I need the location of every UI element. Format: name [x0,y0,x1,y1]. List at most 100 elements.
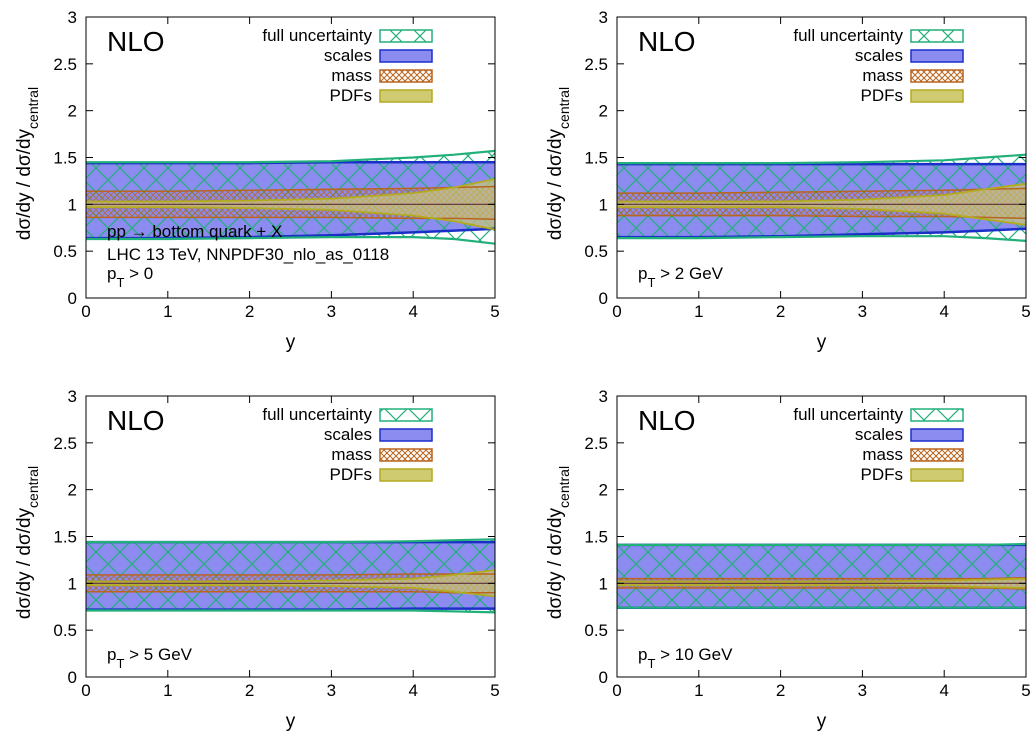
plot-frame [616,16,1027,299]
full-uncertainty-band [617,544,1026,608]
pt-cut-label: pT > 5 GeV [107,645,193,671]
y-tick-label: 0 [68,668,77,687]
pdf-upper-line [86,178,495,203]
y-tick-label: 3 [68,387,77,406]
x-tick-label: 2 [245,302,254,321]
chart-panel-4: 0 1 2 3 4 5 0 0.5 1 1.5 2 2.5 3 y dσ/dy / dσ/dycentral… [545,387,1031,732]
x-tick-label: 2 [776,302,785,321]
y-axis-label: dσ/dy / dσ/dycentral [14,87,41,240]
legend-pdfs-key [379,468,433,482]
legend-scales-key [910,49,964,63]
legend-scales-label: scales [855,425,903,444]
y-tick-label: 2 [68,481,77,500]
x-tick-label: 1 [163,302,172,321]
y-axis-label: dσ/dy / dσ/dycentral [545,87,572,240]
pdf-upper-line [86,569,495,583]
x-tick-label: 0 [612,681,621,700]
x-axis-label: y [817,332,827,353]
legend-full-uncertainty-key [910,408,964,422]
y-tick-label: 1.5 [584,528,608,547]
legend-scales-label: scales [324,46,372,65]
legend-mass-key [910,448,964,462]
mass-upper-line [617,576,1026,580]
y-tick-label: 2 [599,481,608,500]
y-tick-label: 0 [68,289,77,308]
x-tick-label: 2 [245,681,254,700]
x-tick-label: 5 [1021,302,1030,321]
legend-mass-key [379,69,433,83]
x-tick-label: 3 [327,302,336,321]
y-tick-label: 3 [599,387,608,406]
full-upper-line [86,149,495,164]
x-tick-label: 5 [1021,681,1030,700]
chart-panel-3: 0 1 2 3 4 5 0 0.5 1 1.5 2 2.5 3 y dσ/dy / dσ/dycentral… [14,387,500,732]
y-axis-label: dσ/dy / dσ/dycentral [545,466,572,619]
legend-pdfs-key [910,89,964,103]
order-label: NLO [638,405,696,436]
pt-cut-label: pT > 10 GeV [638,645,733,671]
y-tick-label: 2.5 [53,434,77,453]
legend-full-uncertainty-key [910,29,964,43]
x-tick-label: 1 [694,302,703,321]
full-lower-line [86,236,495,245]
pdf-lower-line [617,206,1026,226]
pdf-upper-line [617,182,1026,203]
chart-panel-2: 0 1 2 3 4 5 0 0.5 1 1.5 2 2.5 3 y dσ/dy / dσ/dycentral… [545,8,1031,353]
panels-group: 0 1 2 3 4 5 0 0.5 1 1.5 2 2.5 3 y dσ/dy / dσ/dycentral… [14,8,1031,732]
full-upper-line [617,542,1026,546]
legend-pdfs-label: PDFs [330,465,373,484]
y-tick-label: 0.5 [584,621,608,640]
y-tick-label: 1.5 [53,149,77,168]
setup-label: LHC 13 TeV, NNPDF30_nlo_as_0118 [107,245,389,264]
x-tick-label: 1 [694,681,703,700]
legend-mass-label: mass [331,445,372,464]
legend-full-uncertainty-label: full uncertainty [793,26,903,45]
y-tick-label: 2.5 [584,55,608,74]
plot-area [86,149,495,245]
x-tick-label: 0 [81,302,90,321]
order-label: NLO [107,26,165,57]
full-upper-line [617,153,1026,165]
x-tick-label: 4 [939,302,948,321]
legend-full-uncertainty-label: full uncertainty [262,405,372,424]
x-tick-label: 5 [490,681,499,700]
plot-area [86,538,495,614]
legend-full-uncertainty-label: full uncertainty [793,405,903,424]
x-tick-label: 0 [612,302,621,321]
x-tick-label: 2 [776,681,785,700]
legend-full-uncertainty-key [379,408,433,422]
x-axis-label: y [286,711,296,732]
y-tick-label: 0.5 [53,242,77,261]
legend-scales-key [910,428,964,442]
legend-mass-label: mass [331,66,372,85]
chart-panel-1: 0 1 2 3 4 5 0 0.5 1 1.5 2 2.5 3 y dσ/dy / dσ/dycentral… [14,8,500,353]
legend-pdfs-label: PDFs [330,86,373,105]
y-tick-label: 1 [68,574,77,593]
y-tick-label: 1 [68,195,77,214]
y-tick-label: 3 [68,8,77,27]
pt-cut-label: pT > 0 [107,264,153,290]
y-tick-label: 1.5 [584,149,608,168]
x-tick-label: 3 [327,681,336,700]
full-lower-line [617,235,1026,242]
mass-lower-line [617,214,1026,220]
full-lower-line [86,609,495,614]
y-tick-label: 0.5 [53,621,77,640]
y-tick-label: 1 [599,195,608,214]
legend-scales-key [379,49,433,63]
legend-mass-key [910,69,964,83]
y-tick-label: 0 [599,289,608,308]
legend-pdfs-label: PDFs [861,465,904,484]
full-upper-line [86,538,495,544]
x-tick-label: 3 [858,302,867,321]
x-tick-label: 4 [939,681,948,700]
legend-pdfs-key [379,89,433,103]
legend-scales-label: scales [324,425,372,444]
order-label: NLO [107,405,165,436]
x-axis-label: y [286,332,296,353]
legend-mass-label: mass [862,445,903,464]
pdf-lower-line [86,584,495,598]
mass-lower-line [86,216,495,221]
legend-scales-key [379,428,433,442]
